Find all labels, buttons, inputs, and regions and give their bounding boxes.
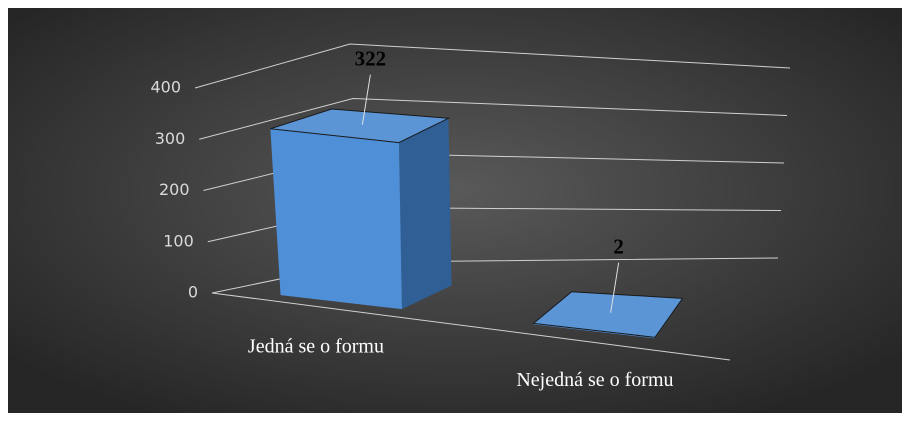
x-tick-label: Jedná se o formu xyxy=(248,335,384,357)
bar-top xyxy=(532,291,684,338)
grid-line xyxy=(199,97,788,140)
leader-line xyxy=(610,262,620,313)
y-tick-label: 200 xyxy=(159,180,190,199)
x-tick-label: Nejedná se o formu xyxy=(516,369,673,391)
grid-line xyxy=(194,43,791,89)
y-tick-label: 300 xyxy=(155,129,186,148)
y-tick-label: 400 xyxy=(150,78,181,97)
floor-edge xyxy=(211,292,731,361)
bar-side xyxy=(398,118,452,310)
data-label: 322 xyxy=(355,46,387,70)
y-tick-label: 100 xyxy=(163,231,194,250)
y-tick-label: 0 xyxy=(188,283,198,302)
leader-line xyxy=(361,74,371,125)
data-label: 2 xyxy=(613,235,624,259)
bar-front xyxy=(270,128,402,310)
bar-top xyxy=(270,108,451,144)
